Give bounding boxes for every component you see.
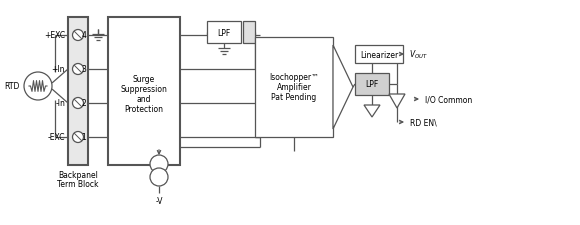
Text: LPF: LPF xyxy=(365,80,379,89)
Text: $V_{OUT}$: $V_{OUT}$ xyxy=(409,49,428,61)
Text: -V: -V xyxy=(155,197,163,206)
Text: RTD: RTD xyxy=(5,82,20,91)
Polygon shape xyxy=(333,46,353,129)
Text: 4: 4 xyxy=(81,31,86,40)
Bar xyxy=(355,46,403,64)
Text: +EXC: +EXC xyxy=(44,31,65,40)
Text: 1: 1 xyxy=(81,133,86,142)
Text: -EXC: -EXC xyxy=(48,133,65,142)
Circle shape xyxy=(72,98,84,109)
Text: Suppression: Suppression xyxy=(121,85,168,94)
Circle shape xyxy=(150,168,168,186)
Polygon shape xyxy=(364,106,380,117)
Text: Term Block: Term Block xyxy=(57,180,99,189)
Text: Isochopper™: Isochopper™ xyxy=(269,73,319,82)
Bar xyxy=(255,38,333,137)
Text: Pat Pending: Pat Pending xyxy=(271,93,317,102)
Bar xyxy=(355,74,389,96)
Text: RD EN\: RD EN\ xyxy=(410,118,437,127)
Circle shape xyxy=(150,155,168,173)
Text: +In: +In xyxy=(52,65,65,74)
Bar xyxy=(207,22,241,44)
Circle shape xyxy=(72,64,84,75)
Bar xyxy=(68,18,88,165)
Text: -In: -In xyxy=(55,99,65,108)
Text: and: and xyxy=(137,95,151,104)
Text: Amplifier: Amplifier xyxy=(277,83,311,92)
Circle shape xyxy=(72,132,84,143)
Text: Surge: Surge xyxy=(133,75,155,84)
Bar xyxy=(243,22,255,44)
Text: 3: 3 xyxy=(81,65,86,74)
Circle shape xyxy=(24,73,52,101)
Text: Linearizer: Linearizer xyxy=(360,50,398,59)
Text: Backpanel: Backpanel xyxy=(58,171,98,180)
Text: Protection: Protection xyxy=(125,105,164,114)
Bar xyxy=(108,18,180,165)
Text: LPF: LPF xyxy=(218,28,231,37)
Polygon shape xyxy=(389,94,405,108)
Circle shape xyxy=(72,30,84,41)
Text: I/O Common: I/O Common xyxy=(425,95,472,104)
Text: 2: 2 xyxy=(81,99,86,108)
